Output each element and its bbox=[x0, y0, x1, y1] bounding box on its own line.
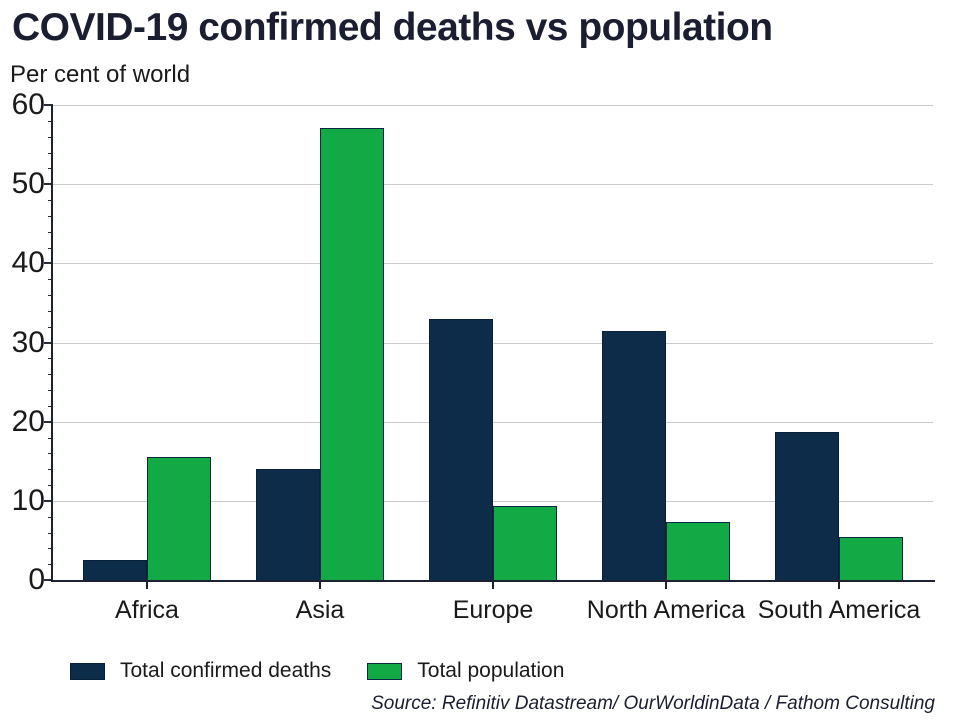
y-tick-label: 10 bbox=[11, 483, 45, 517]
x-tick-north-america bbox=[665, 582, 667, 589]
gridline-y-40 bbox=[53, 263, 933, 265]
y-minor-tick bbox=[48, 279, 53, 281]
x-category-label-europe: Europe bbox=[452, 596, 534, 624]
gridline-y-60 bbox=[53, 105, 933, 106]
y-major-tick bbox=[44, 104, 53, 106]
y-minor-tick bbox=[48, 152, 53, 154]
bar-total-population-africa bbox=[147, 457, 211, 580]
y-minor-tick bbox=[48, 453, 53, 455]
legend-label-deaths: Total confirmed deaths bbox=[120, 659, 332, 682]
y-minor-tick bbox=[48, 200, 53, 201]
bar-total-population-north-america bbox=[666, 522, 730, 580]
x-tick-asia bbox=[319, 582, 321, 589]
y-major-tick bbox=[44, 499, 53, 502]
y-minor-tick bbox=[48, 437, 53, 439]
y-minor-tick bbox=[48, 390, 53, 391]
y-minor-tick bbox=[48, 485, 53, 486]
x-category-label-africa: Africa bbox=[115, 596, 179, 624]
bar-total-confirmed-deaths-europe bbox=[429, 318, 493, 581]
bar-total-confirmed-deaths-north-america bbox=[602, 331, 666, 580]
x-tick-europe bbox=[492, 582, 494, 589]
y-tick-label: 20 bbox=[11, 404, 45, 438]
legend-item-deaths: Total confirmed deaths bbox=[70, 659, 331, 683]
y-major-tick bbox=[44, 341, 53, 344]
x-tick-africa bbox=[146, 582, 148, 589]
y-tick-label: 50 bbox=[11, 167, 45, 201]
x-tick-south-america bbox=[838, 582, 840, 589]
chart-title: COVID-19 confirmed deaths vs population bbox=[12, 6, 773, 49]
x-category-label-asia: Asia bbox=[295, 596, 345, 624]
bar-total-population-europe bbox=[493, 505, 557, 580]
legend-swatch-deaths bbox=[70, 662, 105, 680]
y-major-tick bbox=[44, 183, 53, 186]
y-minor-tick bbox=[48, 548, 53, 550]
legend-item-population: Total population bbox=[367, 659, 564, 683]
y-minor-tick bbox=[48, 532, 53, 534]
gridline-y-10 bbox=[53, 500, 933, 502]
y-major-tick bbox=[44, 420, 53, 423]
y-minor-tick bbox=[48, 247, 53, 249]
bar-total-population-south-america bbox=[839, 537, 903, 581]
y-minor-tick bbox=[48, 310, 53, 312]
bar-total-population-asia bbox=[320, 128, 384, 580]
y-tick-label: 0 bbox=[28, 563, 45, 596]
bar-total-confirmed-deaths-south-america bbox=[775, 432, 839, 580]
y-minor-tick bbox=[48, 168, 53, 170]
y-major-tick bbox=[44, 262, 53, 265]
gridline-y-50 bbox=[53, 184, 933, 186]
legend-swatch-population bbox=[367, 662, 403, 680]
y-minor-tick bbox=[48, 469, 53, 471]
x-category-label-north-america: North America bbox=[586, 596, 746, 624]
source-note: Source: Refinitiv Datastream/ OurWorldin… bbox=[371, 693, 935, 714]
legend-label-population: Total population bbox=[417, 659, 565, 682]
y-minor-tick bbox=[48, 120, 53, 122]
y-tick-label: 60 bbox=[11, 88, 45, 121]
y-minor-tick bbox=[48, 136, 53, 138]
y-tick-label: 30 bbox=[11, 325, 45, 359]
y-minor-tick bbox=[48, 405, 53, 407]
gridline-y-20 bbox=[53, 421, 933, 423]
bar-total-confirmed-deaths-africa bbox=[83, 560, 147, 580]
y-minor-tick bbox=[48, 564, 53, 566]
legend: Total confirmed deaths Total population bbox=[70, 659, 564, 683]
y-minor-tick bbox=[48, 231, 53, 233]
y-major-tick bbox=[44, 579, 53, 581]
y-minor-tick bbox=[48, 358, 53, 360]
y-axis-unit-label: Per cent of world bbox=[10, 61, 191, 88]
y-minor-tick bbox=[48, 374, 53, 376]
y-axis-line bbox=[51, 105, 53, 582]
gridline-y-30 bbox=[53, 342, 933, 344]
y-minor-tick bbox=[48, 295, 53, 296]
x-axis-line bbox=[51, 580, 935, 582]
y-minor-tick bbox=[48, 215, 53, 217]
bar-total-confirmed-deaths-asia bbox=[256, 469, 320, 580]
y-minor-tick bbox=[48, 326, 53, 328]
y-minor-tick bbox=[48, 516, 53, 518]
y-tick-label: 40 bbox=[11, 246, 45, 280]
x-category-label-south-america: South America bbox=[757, 596, 921, 624]
